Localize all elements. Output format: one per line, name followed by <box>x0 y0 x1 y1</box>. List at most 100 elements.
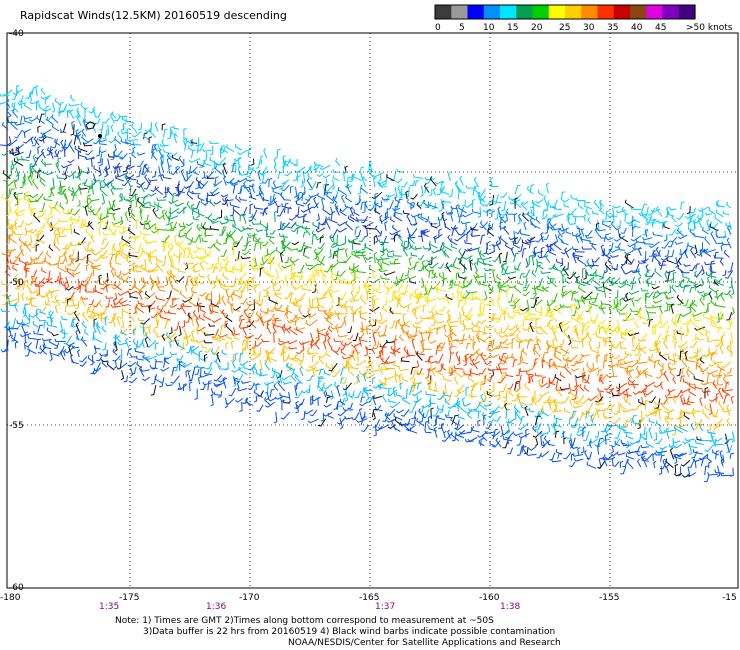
wind-barb <box>421 260 426 271</box>
wind-barb <box>382 174 388 185</box>
wind-barb <box>137 160 144 168</box>
wind-barb <box>503 395 508 403</box>
wind-barb <box>0 349 9 353</box>
wind-barb <box>323 189 333 194</box>
wind-barb <box>221 226 227 235</box>
wind-barb <box>477 419 481 427</box>
wind-barb <box>102 129 108 140</box>
wind-barb <box>54 276 60 283</box>
legend-tick: 40 <box>631 23 643 33</box>
wind-barb <box>294 402 303 410</box>
wind-barb <box>80 102 87 111</box>
wind-barb <box>466 342 471 350</box>
wind-barb <box>66 268 75 278</box>
wind-barb <box>379 248 388 253</box>
wind-barb <box>40 148 46 159</box>
wind-barb <box>197 161 205 167</box>
wind-barb <box>142 354 151 363</box>
wind-barb <box>191 203 195 216</box>
wind-barb <box>339 304 352 308</box>
wind-barb <box>396 409 405 414</box>
wind-barb <box>469 354 474 362</box>
wind-barb <box>726 440 730 453</box>
wind-barb <box>372 173 382 178</box>
wind-barb <box>429 379 434 390</box>
wind-barb <box>6 108 12 117</box>
wind-barb <box>478 368 487 375</box>
wind-barb <box>102 178 110 189</box>
wind-barb <box>92 106 97 118</box>
wind-barb <box>218 334 228 338</box>
wind-barb <box>45 270 51 281</box>
wind-barb <box>424 420 429 431</box>
wind-barb <box>717 465 721 478</box>
wind-barb <box>538 391 550 397</box>
wind-barb <box>6 99 11 109</box>
wind-barb <box>663 370 669 382</box>
wind-barb <box>248 283 261 288</box>
wind-barb <box>546 345 552 354</box>
wind-barb <box>612 461 620 467</box>
wind-barb <box>55 161 61 173</box>
wind-barb <box>369 169 376 180</box>
wind-barb <box>72 171 76 180</box>
wind-barb <box>93 335 103 343</box>
wind-barb <box>354 375 360 385</box>
wind-barb <box>523 269 531 278</box>
wind-barb <box>18 236 24 245</box>
wind-barb <box>172 297 176 306</box>
wind-barb <box>563 407 571 414</box>
wind-barb <box>281 240 290 250</box>
wind-barb <box>82 276 90 283</box>
note-line-3: NOAA/NESDIS/Center for Satellite Applica… <box>288 638 561 648</box>
wind-barb <box>344 305 348 315</box>
wind-barb <box>609 248 621 253</box>
wind-barb <box>208 323 215 327</box>
wind-barb <box>130 354 138 358</box>
wind-barb <box>457 413 465 420</box>
wind-barb <box>669 366 677 370</box>
wind-barb <box>719 344 724 355</box>
wind-barb <box>581 278 591 286</box>
wind-barb <box>688 306 692 314</box>
wind-barb <box>529 321 534 333</box>
wind-barb <box>120 275 129 284</box>
wind-barb <box>576 275 580 284</box>
wind-barb <box>429 365 436 377</box>
wind-barb <box>459 291 465 301</box>
wind-barb <box>234 143 242 151</box>
wind-barb <box>392 224 398 232</box>
wind-barb <box>508 195 516 201</box>
wind-barb <box>373 252 378 264</box>
wind-barb <box>198 273 206 278</box>
wind-barb <box>490 339 494 349</box>
wind-barb <box>436 394 444 401</box>
wind-barb <box>280 239 285 250</box>
wind-barb <box>147 220 151 229</box>
wind-barb <box>599 391 603 403</box>
wind-barb <box>454 180 460 193</box>
wind-barb <box>228 230 235 242</box>
wind-barb <box>135 355 144 361</box>
wind-barb <box>190 278 195 290</box>
wind-barb <box>214 334 226 341</box>
wind-barb <box>507 418 515 425</box>
wind-barb <box>514 197 518 209</box>
wind-barb <box>317 396 321 406</box>
wind-barb <box>123 375 129 383</box>
wind-barb <box>238 290 243 300</box>
wind-barb <box>597 369 602 376</box>
wind-barb <box>191 329 195 341</box>
wind-barb <box>330 390 334 400</box>
wind-barb <box>296 214 307 219</box>
wind-barb <box>578 284 586 294</box>
wind-barb <box>251 183 255 193</box>
wind-barb <box>23 130 28 138</box>
wind-barb <box>147 306 156 310</box>
wind-barb <box>70 318 74 328</box>
wind-barb <box>330 269 338 278</box>
wind-barb <box>700 207 704 217</box>
wind-barb <box>570 194 576 201</box>
wind-barb <box>154 319 159 329</box>
wind-barb <box>144 163 150 173</box>
